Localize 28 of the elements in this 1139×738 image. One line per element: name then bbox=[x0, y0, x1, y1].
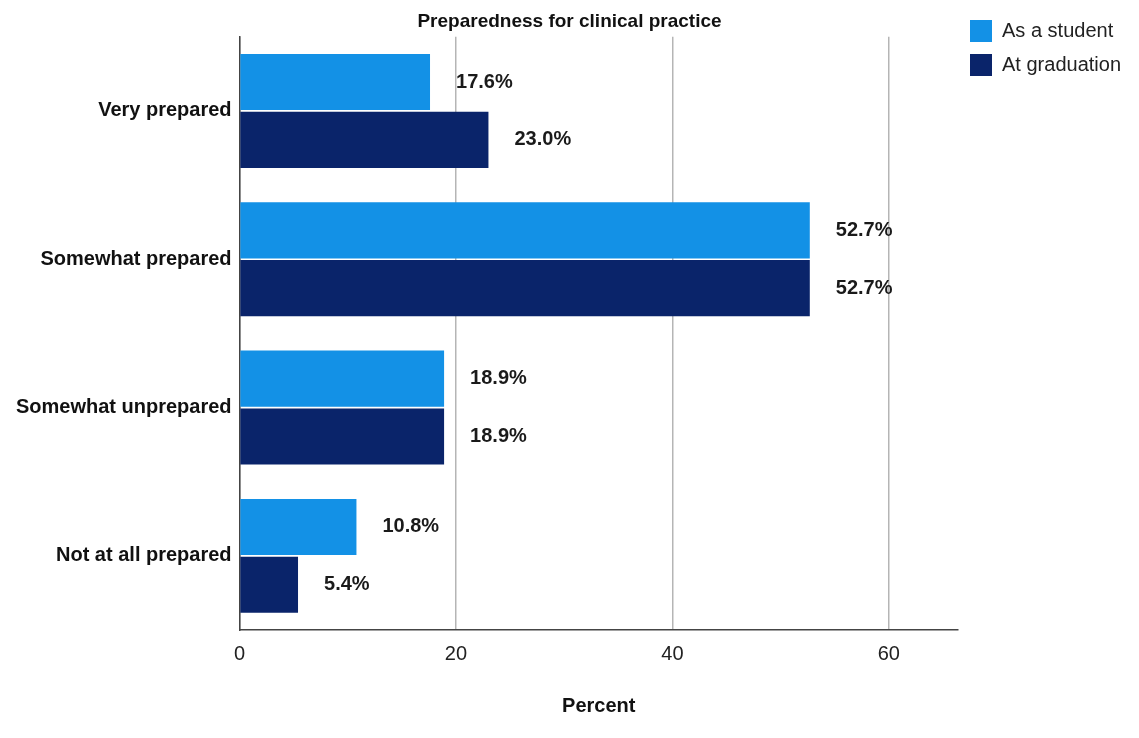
x-tick-label: 0 bbox=[234, 641, 246, 664]
data-label: 10.8% bbox=[382, 514, 440, 537]
data-label: 18.9% bbox=[470, 423, 528, 446]
bar bbox=[240, 111, 489, 168]
y-tick-label: Somewhat unprepared bbox=[15, 395, 232, 418]
bar bbox=[240, 498, 357, 555]
data-label: 52.7% bbox=[835, 217, 893, 240]
x-tick-label: 40 bbox=[661, 641, 684, 664]
data-label: 52.7% bbox=[835, 275, 893, 298]
x-axis-title: Percent bbox=[562, 693, 636, 716]
data-label: 18.9% bbox=[470, 366, 528, 389]
data-label: 23.0% bbox=[514, 127, 572, 150]
bar bbox=[240, 53, 431, 111]
bar bbox=[240, 260, 810, 317]
data-label: 17.6% bbox=[456, 69, 513, 92]
y-tick-label: Very prepared bbox=[98, 98, 232, 121]
legend-label: At graduation bbox=[1002, 52, 1122, 75]
chart-title: Preparedness for clinical practice bbox=[417, 9, 722, 31]
y-tick-label: Somewhat prepared bbox=[40, 246, 232, 269]
bar bbox=[240, 408, 445, 465]
bar bbox=[240, 202, 810, 259]
bar bbox=[240, 350, 445, 407]
data-label: 5.4% bbox=[324, 572, 370, 595]
x-tick-label: 20 bbox=[444, 641, 468, 664]
legend-label: As a student bbox=[1002, 18, 1114, 41]
bar bbox=[240, 556, 299, 613]
y-tick-label: Not at all prepared bbox=[55, 543, 232, 566]
x-tick-label: 60 bbox=[877, 641, 900, 664]
